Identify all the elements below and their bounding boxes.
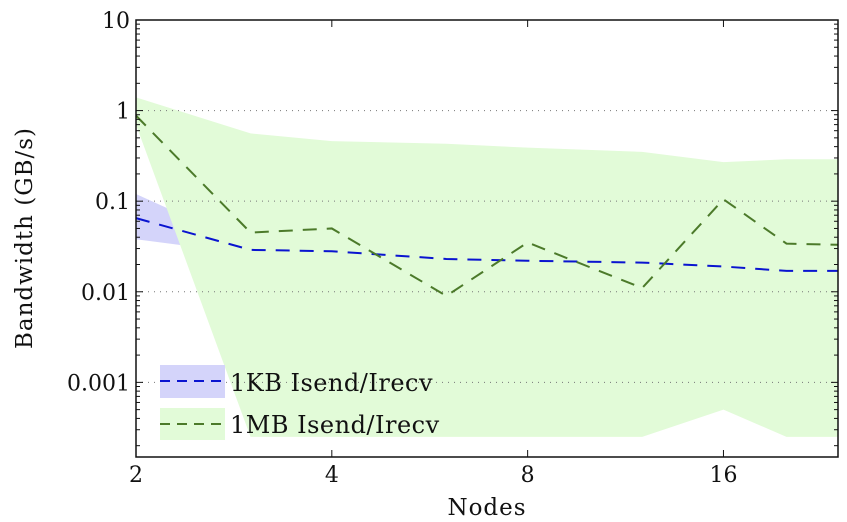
x-axis-label: Nodes — [447, 495, 526, 521]
y-tick-label: 0.001 — [67, 371, 130, 396]
minor-ticks — [136, 23, 838, 447]
y-tick-label: 0.1 — [95, 190, 130, 215]
y-tick-label: 0.01 — [81, 281, 130, 306]
series-band-1 — [136, 97, 838, 437]
series-line-1 — [135, 114, 839, 298]
y-tick-label: 10 — [102, 9, 130, 34]
series-line-0 — [135, 217, 838, 272]
x-tick-labels: 2 4 8 16 — [129, 20, 737, 488]
legend-label-1mb: 1MB Isend/Irecv — [230, 411, 440, 439]
y-tick-labels: 10 1 0.1 0.01 0.001 — [67, 9, 130, 396]
y-tick-label: 1 — [116, 100, 130, 125]
y-axis-label: Bandwidth (GB/s) — [12, 127, 38, 349]
confidence-bands — [136, 97, 838, 437]
series-lines — [135, 114, 839, 298]
x-tick-label: 16 — [709, 463, 737, 488]
legend-label-1kb: 1KB Isend/Irecv — [230, 369, 433, 397]
legend: 1KB Isend/Irecv 1MB Isend/Irecv — [160, 365, 440, 440]
x-tick-label: 8 — [521, 463, 535, 488]
x-tick-label: 4 — [325, 463, 339, 488]
x-tick-label: 2 — [129, 463, 143, 488]
plot-frame — [135, 19, 839, 458]
